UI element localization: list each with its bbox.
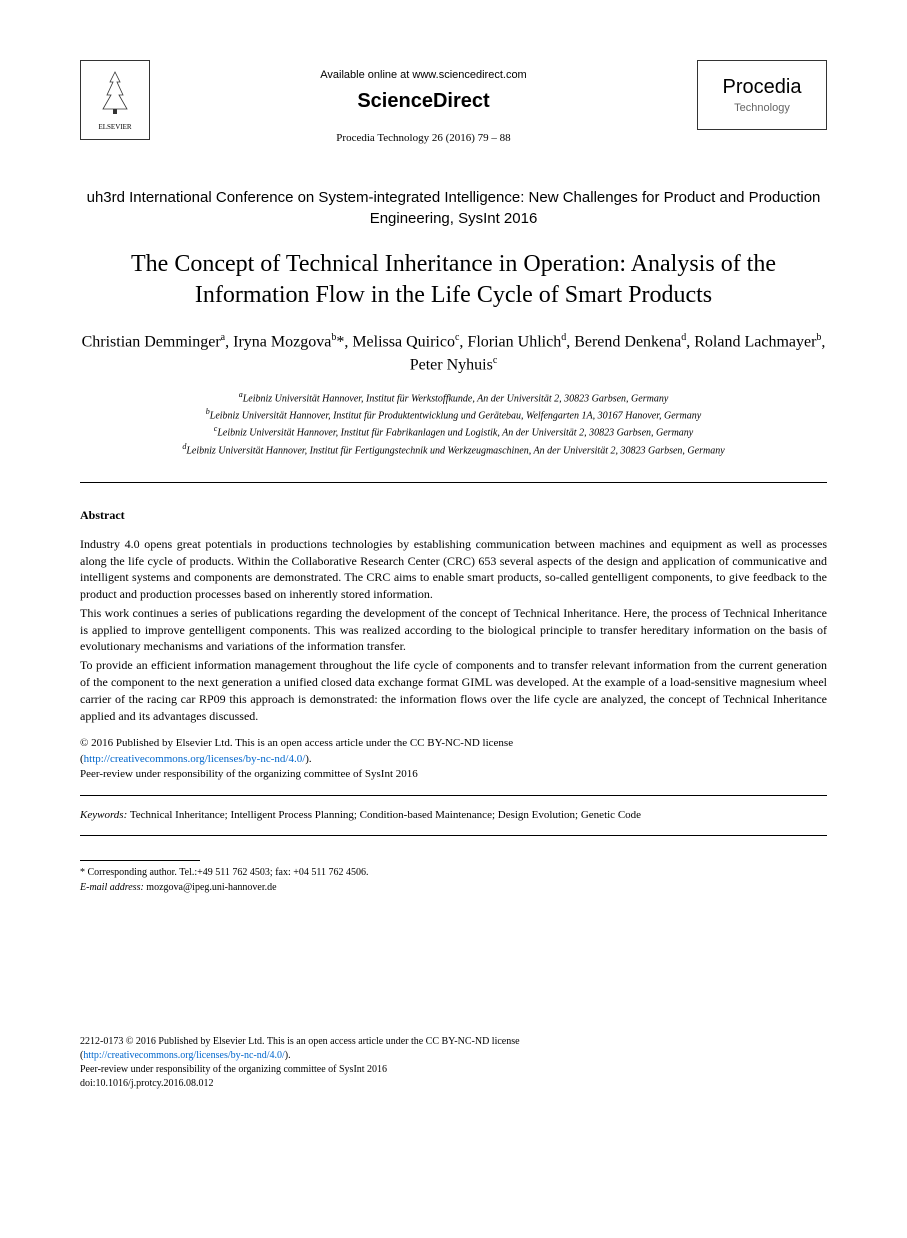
- center-header: Available online at www.sciencedirect.co…: [150, 60, 697, 147]
- license-line1: © 2016 Published by Elsevier Ltd. This i…: [80, 737, 513, 749]
- affiliation-b: bLeibniz Universität Hannover, Institut …: [80, 406, 827, 423]
- issn-line: 2212-0173 © 2016 Published by Elsevier L…: [80, 1035, 827, 1049]
- abstract-heading: Abstract: [80, 507, 827, 524]
- sciencedirect-label: ScienceDirect: [150, 87, 697, 115]
- license-block: © 2016 Published by Elsevier Ltd. This i…: [80, 736, 827, 782]
- corresponding-text: * Corresponding author. Tel.:+49 511 762…: [80, 865, 827, 880]
- footer-license-link[interactable]: http://creativecommons.org/licenses/by-n…: [83, 1050, 284, 1061]
- affiliations: aLeibniz Universität Hannover, Institut …: [80, 389, 827, 458]
- conference-name: uh3rd International Conference on System…: [80, 187, 827, 229]
- header: ELSEVIER Available online at www.science…: [80, 60, 827, 147]
- footer-peer-review: Peer-review under responsibility of the …: [80, 1063, 827, 1077]
- email-label: E-mail address:: [80, 882, 144, 893]
- journal-reference: Procedia Technology 26 (2016) 79 – 88: [150, 131, 697, 146]
- peer-review-line: Peer-review under responsibility of the …: [80, 768, 418, 780]
- procedia-logo: Procedia Technology: [697, 60, 827, 130]
- divider-thin: [80, 835, 827, 836]
- doi: doi:10.1016/j.protcy.2016.08.012: [80, 1077, 827, 1091]
- divider-thin: [80, 795, 827, 796]
- procedia-subtitle: Technology: [734, 101, 790, 116]
- abstract-para-2: This work continues a series of publicat…: [80, 605, 827, 655]
- elsevier-label: ELSEVIER: [98, 123, 131, 133]
- license-link[interactable]: http://creativecommons.org/licenses/by-n…: [84, 753, 306, 765]
- affiliation-d: dLeibniz Universität Hannover, Institut …: [80, 441, 827, 458]
- available-online-text: Available online at www.sciencedirect.co…: [150, 68, 697, 83]
- affiliation-a: aLeibniz Universität Hannover, Institut …: [80, 389, 827, 406]
- divider: [80, 482, 827, 483]
- keywords-text: Technical Inheritance; Intelligent Proce…: [130, 809, 641, 821]
- corresponding-author-footnote: * Corresponding author. Tel.:+49 511 762…: [80, 865, 827, 895]
- paper-title: The Concept of Technical Inheritance in …: [80, 249, 827, 311]
- elsevier-tree-icon: [95, 67, 135, 123]
- page-footer: 2212-0173 © 2016 Published by Elsevier L…: [80, 1035, 827, 1091]
- keywords-line: Keywords: Technical Inheritance; Intelli…: [80, 808, 827, 823]
- procedia-title: Procedia: [723, 73, 802, 101]
- elsevier-logo: ELSEVIER: [80, 60, 150, 140]
- abstract-para-3: To provide an efficient information mana…: [80, 657, 827, 724]
- authors-list: Christian Demmingera, Iryna Mozgovab*, M…: [80, 331, 827, 376]
- email-address: mozgova@ipeg.uni-hannover.de: [146, 882, 276, 893]
- footnote-rule: [80, 860, 200, 861]
- keywords-label: Keywords:: [80, 809, 127, 821]
- affiliation-c: cLeibniz Universität Hannover, Institut …: [80, 423, 827, 440]
- abstract-para-1: Industry 4.0 opens great potentials in p…: [80, 536, 827, 603]
- abstract-text: Industry 4.0 opens great potentials in p…: [80, 536, 827, 725]
